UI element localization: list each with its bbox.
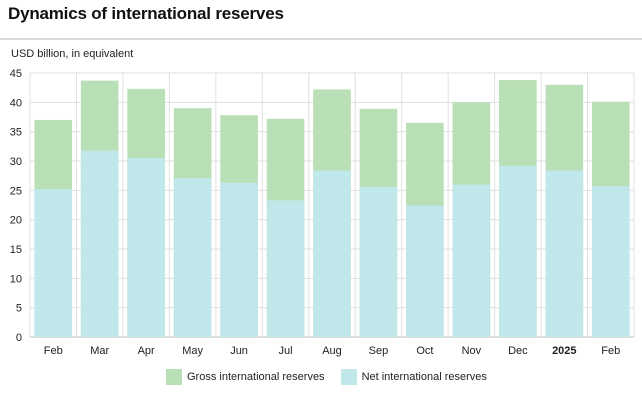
x-tick-label: Mar [90,345,109,357]
legend-label-gross: Gross international reserves [187,371,325,383]
x-tick-label: Jun [230,345,248,357]
y-tick-label: 40 [10,97,22,109]
bar-net [452,184,491,337]
x-tick-label: Sep [369,345,389,357]
y-tick-label: 25 [10,185,22,197]
title-divider [0,38,642,40]
legend-swatch-net [340,369,357,385]
y-tick-label: 0 [16,332,22,344]
legend-swatch-gross [166,369,182,385]
bar-net [266,200,305,337]
y-tick-label: 5 [16,303,22,315]
x-tick-label: 2025 [552,345,576,357]
y-tick-label: 35 [10,127,22,139]
bar-net [591,186,630,337]
bar-net [127,158,165,337]
bar-net [220,182,258,337]
unit-label: USD billion, in equivalent [11,48,134,60]
bar-net [80,150,119,337]
legend: Gross international reserves Net interna… [166,369,503,385]
x-tick-label: Apr [138,345,155,357]
y-tick-label: 30 [10,156,22,168]
y-tick-label: 10 [10,273,22,285]
y-tick-label: 15 [10,244,22,256]
legend-label-net: Net international reserves [361,371,487,383]
x-tick-label: Dec [508,345,528,357]
x-tick-label: Feb [601,345,620,357]
bar-net [499,165,537,337]
y-tick-label: 20 [10,215,22,227]
x-tick-label: Jul [279,345,293,357]
bar-net [406,205,444,337]
x-tick-label: Aug [322,345,342,357]
bar-net [359,186,398,337]
bar-net [545,170,584,337]
bar-net [34,189,73,337]
bar-net [173,178,212,337]
x-tick-label: May [182,345,203,357]
legend-item-gross[interactable]: Gross international reserves [166,369,325,385]
bar-net [313,170,351,337]
y-tick-label: 45 [10,68,22,80]
x-tick-label: Oct [416,345,433,357]
chart-title: Dynamics of international reserves [8,4,284,23]
x-tick-label: Nov [462,345,482,357]
x-tick-label: Feb [44,345,63,357]
legend-item-net[interactable]: Net international reserves [340,369,487,385]
